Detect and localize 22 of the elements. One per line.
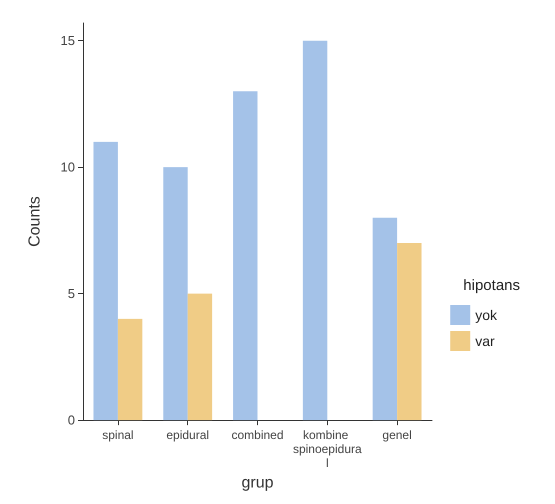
bar [372, 218, 398, 420]
bar [163, 167, 188, 420]
bar [233, 91, 258, 420]
bar [397, 243, 422, 420]
bar [118, 318, 142, 420]
y-tick-label: 15 [60, 33, 75, 48]
y-tick-label: 0 [68, 412, 75, 428]
x-tick-label: spinal [102, 428, 134, 442]
x-tick-label: epidural [166, 428, 210, 442]
y-tick-label: 10 [60, 160, 75, 175]
x-tick-label: combined [231, 428, 284, 442]
bar [302, 40, 328, 420]
bar [93, 142, 118, 420]
legend-label: var [475, 333, 495, 349]
x-tick-label: genel [382, 428, 412, 442]
x-axis-title: grup [241, 474, 274, 492]
bar [188, 294, 212, 420]
legend-label: yok [475, 307, 498, 323]
y-axis-title: Counts [26, 196, 44, 247]
y-tick-label: 5 [68, 286, 75, 302]
legend-title: hipotans [463, 277, 520, 294]
x-tick-label: kombine spinoepidural [292, 428, 362, 470]
